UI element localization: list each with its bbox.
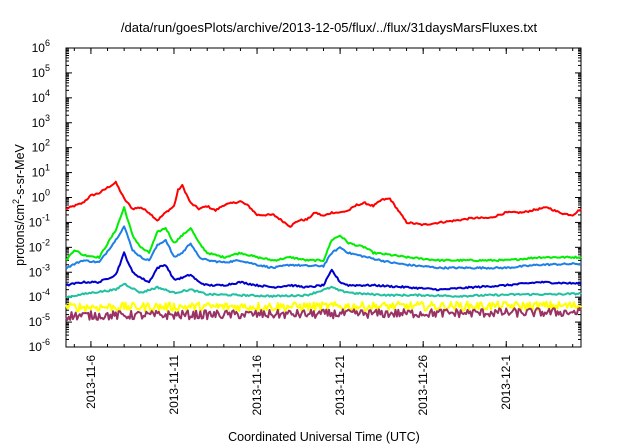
y-tick-exponent: -4: [42, 287, 50, 297]
y-axis-label-exponent: 2: [11, 199, 21, 204]
series-line-6: [65, 307, 582, 321]
y-tick-exponent: -6: [42, 337, 50, 347]
x-tick-label: 2013-11-16: [250, 355, 264, 416]
y-tick-base: 10: [29, 240, 43, 254]
y-tick-label: 105: [32, 63, 50, 80]
y-tick-exponent: -5: [42, 312, 50, 322]
y-tick-exponent: -2: [42, 237, 50, 247]
y-tick-base: 10: [29, 290, 43, 304]
y-tick-base: 10: [32, 116, 46, 130]
y-tick-base: 10: [32, 191, 46, 205]
y-axis-label-unit: protons/cm: [13, 204, 27, 266]
x-tick-label: 2013-11-21: [333, 355, 347, 416]
chart-title: /data/run/goesPlots/archive/2013-12-05/f…: [121, 20, 538, 35]
y-tick-label: 10-3: [29, 262, 50, 279]
x-tick-label: 2013-11-11: [167, 355, 181, 415]
y-tick-base: 10: [32, 141, 46, 155]
y-tick-exponent: 4: [45, 88, 50, 98]
y-tick-exponent: 5: [45, 63, 50, 73]
y-tick-label: 100: [32, 188, 50, 205]
y-axis: 10-610-510-410-310-210-11001011021031041…: [29, 38, 581, 354]
series-line-5: [65, 300, 582, 313]
y-tick-exponent: 0: [45, 188, 50, 198]
series-layer: [65, 180, 582, 321]
y-tick-base: 10: [32, 91, 46, 105]
x-tick-label: 2013-11-6: [84, 355, 98, 409]
y-tick-exponent: -3: [42, 262, 50, 272]
y-tick-base: 10: [32, 41, 46, 55]
y-tick-base: 10: [29, 340, 43, 354]
y-tick-label: 10-5: [29, 312, 50, 329]
y-tick-label: 10-2: [29, 237, 50, 254]
y-tick-label: 10-4: [29, 287, 50, 304]
y-axis-label: protons/cm2-s-sr-MeV: [11, 143, 27, 265]
y-tick-exponent: 2: [45, 138, 50, 148]
y-tick-exponent: -1: [42, 212, 50, 222]
y-tick-label: 101: [32, 163, 50, 180]
x-axis: 2013-11-6 2013-11-11 2013-11-16 2013-11-21 2…: [73, 48, 574, 416]
y-tick-base: 10: [29, 315, 43, 329]
y-tick-exponent: 3: [45, 113, 50, 123]
y-tick-base: 10: [29, 265, 43, 279]
y-axis-label-rest: -s-sr-MeV: [13, 143, 27, 199]
series-line-3: [65, 251, 582, 292]
x-tick-label: 2013-12-1: [499, 355, 513, 410]
y-tick-label: 10-1: [29, 212, 50, 229]
series-line-2: [65, 225, 582, 270]
y-tick-exponent: 6: [45, 38, 50, 48]
series-line-4: [65, 282, 582, 299]
series-line-0: [65, 180, 582, 228]
y-tick-label: 104: [32, 88, 50, 105]
y-tick-base: 10: [32, 66, 46, 80]
series-line-1: [65, 206, 582, 263]
y-tick-label: 10-6: [29, 337, 50, 354]
y-tick-label: 102: [32, 138, 50, 155]
y-tick-exponent: 1: [45, 163, 50, 173]
x-tick-label: 2013-11-26: [416, 355, 430, 416]
y-tick-base: 10: [29, 215, 43, 229]
y-tick-label: 103: [32, 113, 50, 130]
y-tick-label: 106: [32, 38, 50, 55]
x-axis-label: Coordinated Universal Time (UTC): [228, 430, 420, 444]
y-tick-base: 10: [32, 166, 46, 180]
